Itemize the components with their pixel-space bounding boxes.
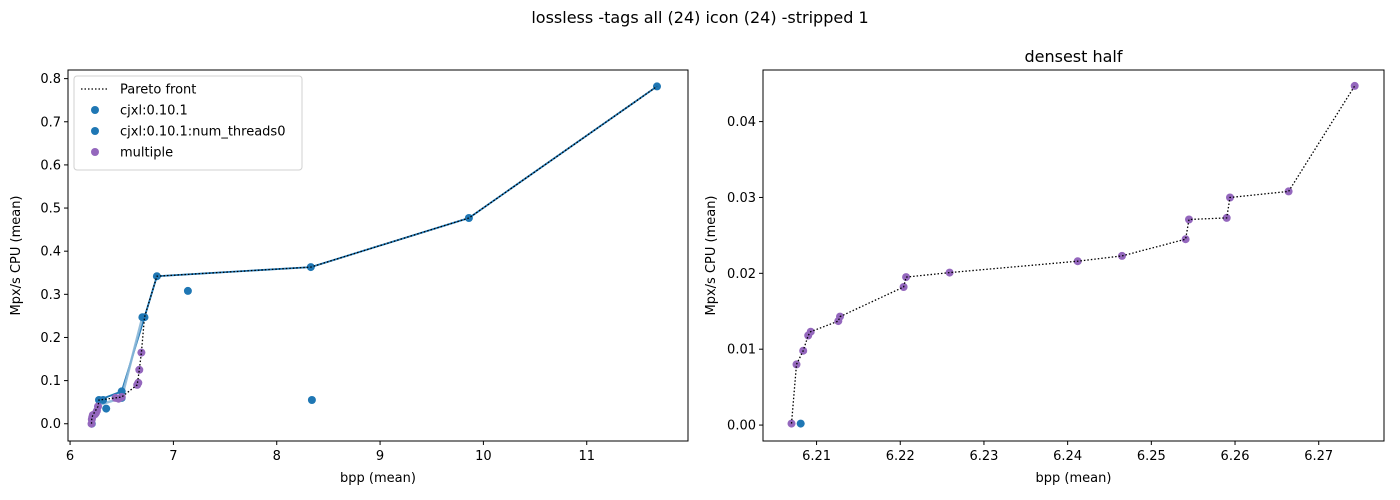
x-tick-label: 9	[376, 449, 384, 464]
data-point-cjxl-0-10-1	[796, 419, 805, 428]
axes-frame	[67, 69, 689, 442]
y-tick-label: 0.2	[40, 331, 61, 346]
y-tick-label: 0.4	[40, 245, 61, 260]
y-tick-label: 0.01	[727, 343, 756, 358]
legend-label: multiple	[120, 146, 173, 161]
legend-label: cjxl:0.10.1	[120, 104, 188, 119]
data-point-multiple	[135, 365, 144, 374]
y-tick-label: 0.03	[727, 191, 756, 206]
x-tick-label: 6	[66, 449, 74, 464]
y-tick-label: 0.3	[40, 288, 61, 303]
x-tick-label: 6.24	[1053, 449, 1082, 464]
y-tick-label: 0.8	[40, 72, 61, 87]
legend: Pareto front cjxl:0.10.1 cjxl:0.10.1:num_t…	[73, 75, 303, 171]
data-point-cjxl-0-10-1	[183, 286, 192, 295]
pareto-front-line	[790, 85, 1356, 424]
x-tick-label: 6.26	[1221, 449, 1250, 464]
x-tick-label: 10	[475, 449, 492, 464]
y-tick-label: 0.04	[727, 115, 756, 130]
legend-box	[73, 75, 303, 171]
x-tick-label: 8	[273, 449, 281, 464]
y-axis-label: Mpx/s CPU (mean)	[9, 195, 24, 315]
legend-marker	[91, 106, 99, 114]
legend-label: cjxl:0.10.1:num_threads0	[120, 125, 285, 140]
right-plot: 6.21 6.22 6.23 6.24 6.25 6.26 6.27 0.00 0.01 0.02…	[704, 47, 1385, 486]
data-point-cjxl-0-10-1	[464, 214, 473, 222]
y-axis-label: Mpx/s CPU (mean)	[704, 195, 719, 315]
data-point-multiple	[117, 393, 126, 401]
x-tick-label: 6.22	[886, 449, 915, 464]
left-plot: 6 7 8 9 10 11 0.0 0.1 0.2 0.3 0.4 0.5 0.6 0.7 0.8 bpp (…	[9, 69, 689, 486]
x-tick-label: 6.27	[1304, 449, 1333, 464]
data-point-multiple	[792, 360, 801, 369]
x-tick-label: 7	[169, 449, 177, 464]
data-point-cjxl-0-10-1	[307, 396, 316, 404]
y-tick-label: 0.0	[40, 417, 61, 432]
data-point-multiple	[134, 378, 143, 387]
y-tick-label: 0.1	[40, 374, 61, 389]
data-point-cjxl-0-10-1	[102, 404, 111, 413]
x-tick-label: 6.23	[969, 449, 998, 464]
y-tick-label: 0.6	[40, 158, 61, 173]
data-point-multiple	[945, 268, 954, 277]
data-point-multiple	[1350, 81, 1359, 90]
x-tick-label: 6.21	[802, 449, 831, 464]
data-point-multiple	[1185, 215, 1193, 224]
plot-title: densest half	[1024, 47, 1122, 66]
legend-marker	[91, 127, 99, 135]
axes-frame	[762, 69, 1385, 442]
y-tick-label: 0.7	[40, 115, 61, 130]
x-tick-label: 6.25	[1137, 449, 1166, 464]
data-point-cjxl-0-10-1	[117, 387, 126, 396]
data-point-multiple	[1118, 251, 1126, 260]
data-point-multiple	[1181, 235, 1190, 244]
data-point-cjxl-0-10-1-num-threads0	[138, 313, 147, 322]
legend-label: Pareto front	[120, 83, 196, 98]
x-axis-label: bpp (mean)	[1036, 471, 1112, 486]
figure-suptitle: lossless -tags all (24) icon (24) -strip…	[531, 8, 868, 27]
x-tick-label: 11	[578, 449, 595, 464]
legend-marker	[91, 148, 99, 156]
data-point-multiple	[137, 348, 146, 357]
data-point-multiple	[902, 273, 911, 282]
y-tick-label: 0.00	[727, 419, 756, 434]
y-tick-label: 0.02	[727, 267, 756, 282]
y-tick-label: 0.5	[40, 202, 61, 217]
pareto-front-line	[90, 85, 658, 424]
data-point-multiple	[1284, 187, 1293, 196]
x-axis-label: bpp (mean)	[340, 471, 416, 486]
